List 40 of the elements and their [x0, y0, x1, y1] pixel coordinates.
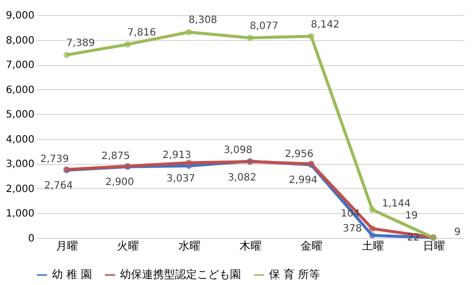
y-tick-label: 1,000 [6, 208, 34, 220]
data-label: 2,913 [162, 150, 192, 161]
data-label: 7,389 [66, 38, 95, 49]
x-tick-label: 月曜 [56, 240, 78, 252]
y-tick-label: 3,000 [6, 159, 34, 170]
x-tick-label: 火曜 [117, 240, 140, 252]
data-label: 2,764 [44, 180, 73, 192]
data-label: 7,816 [127, 27, 156, 38]
legend-label: 保 育 所等 [269, 268, 320, 281]
data-label: 3,037 [166, 174, 196, 185]
y-tick-label: 6,000 [6, 84, 34, 96]
x-tick-label: 水曜 [178, 240, 200, 252]
data-label: 2,739 [40, 154, 69, 166]
y-tick-label: 2,000 [6, 184, 34, 195]
data-label: 3,082 [228, 172, 256, 184]
y-tick-label: 9,000 [6, 10, 34, 22]
data-label: 2,994 [288, 174, 318, 186]
y-tick-label: 5,000 [6, 110, 34, 121]
x-tick-label: 土曜 [362, 240, 384, 252]
y-tick-label: 0 [28, 234, 34, 244]
x-tick-label: 日曜 [422, 240, 445, 252]
x-tick-label: 木曜 [240, 240, 262, 252]
data-label: 1,144 [382, 198, 411, 210]
y-tick-label: 8,000 [6, 35, 34, 46]
data-label: 2,875 [101, 150, 130, 162]
legend-label: 幼保連携型認定こども園 [120, 268, 241, 281]
data-label: 2,956 [284, 148, 314, 160]
data-label: 8,142 [310, 19, 340, 30]
data-label: 378 [342, 224, 362, 235]
y-tick-label: 4,000 [6, 134, 34, 146]
data-label: 19 [405, 210, 418, 222]
data-label: 22 [407, 232, 420, 244]
legend-label: 幼 稚 園 [52, 268, 92, 281]
data-label: 2,900 [105, 177, 134, 188]
data-label: 3,098 [224, 145, 252, 156]
data-label: 9 [454, 226, 461, 238]
y-tick-label: 7,000 [6, 60, 34, 72]
data-label: 8,077 [250, 20, 278, 32]
x-tick-label: 金曜 [300, 240, 323, 252]
data-label: 8,308 [188, 15, 218, 26]
